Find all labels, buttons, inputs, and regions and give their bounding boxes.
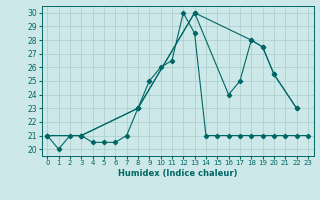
X-axis label: Humidex (Indice chaleur): Humidex (Indice chaleur) bbox=[118, 169, 237, 178]
